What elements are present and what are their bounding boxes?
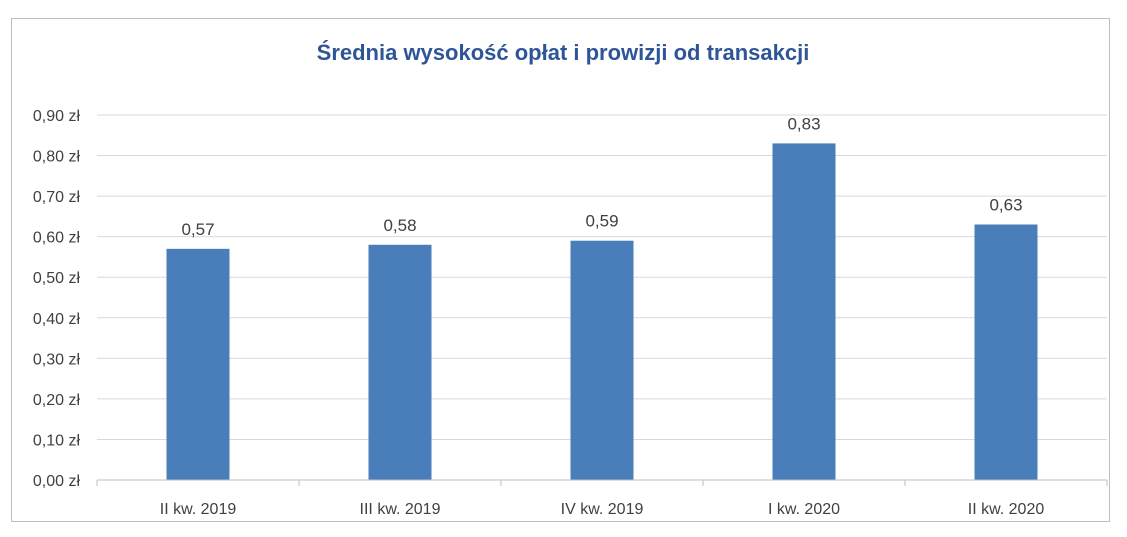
x-category-label: II kw. 2019 bbox=[160, 501, 237, 518]
chart-title: Średnia wysokość opłat i prowizji od tra… bbox=[317, 40, 810, 65]
x-category-label: II kw. 2020 bbox=[968, 501, 1045, 518]
y-tick-label: 0,20 zł bbox=[33, 392, 81, 409]
x-category-label: IV kw. 2019 bbox=[561, 501, 644, 518]
y-tick-label: 0,70 zł bbox=[33, 189, 81, 206]
bar bbox=[772, 143, 836, 480]
x-axis: II kw. 2019 III kw. 2019 IV kw. 2019 I kw. … bbox=[96, 479, 1108, 518]
data-labels: 0,57 0,58 0,59 0,83 0,63 bbox=[181, 114, 1022, 238]
bar bbox=[570, 240, 634, 480]
bar bbox=[974, 224, 1038, 480]
data-label: 0,57 bbox=[181, 220, 214, 239]
y-axis-tick-labels: 0,00 zł 0,10 zł 0,20 zł 0,30 zł 0,40 zł 0,50 … bbox=[33, 108, 81, 490]
y-tick-label: 0,50 zł bbox=[33, 270, 81, 287]
data-label: 0,58 bbox=[383, 216, 416, 235]
y-tick-label: 0,60 zł bbox=[33, 230, 81, 247]
bars bbox=[166, 143, 1038, 480]
data-label: 0,59 bbox=[585, 212, 618, 231]
bar bbox=[368, 244, 432, 480]
bar bbox=[166, 248, 230, 480]
x-category-label: III kw. 2019 bbox=[360, 501, 441, 518]
gridlines bbox=[97, 114, 1107, 440]
y-tick-label: 0,00 zł bbox=[33, 473, 81, 490]
x-category-label: I kw. 2020 bbox=[768, 501, 840, 518]
y-tick-label: 0,80 zł bbox=[33, 149, 81, 166]
y-tick-label: 0,90 zł bbox=[33, 108, 81, 125]
data-label: 0,83 bbox=[787, 114, 820, 133]
y-tick-label: 0,10 zł bbox=[33, 432, 81, 449]
y-tick-label: 0,40 zł bbox=[33, 311, 81, 328]
y-tick-label: 0,30 zł bbox=[33, 351, 81, 368]
data-label: 0,63 bbox=[989, 196, 1022, 215]
